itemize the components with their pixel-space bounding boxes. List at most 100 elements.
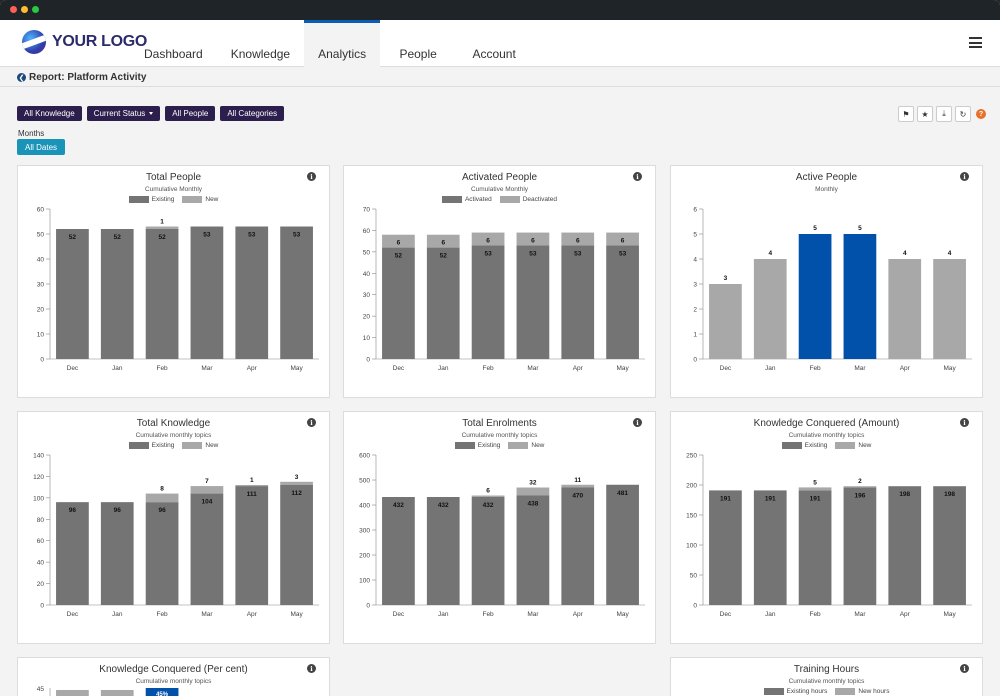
info-icon[interactable]: i xyxy=(960,418,969,427)
bar-new[interactable] xyxy=(798,487,832,491)
bar-new[interactable] xyxy=(843,486,877,488)
bar[interactable] xyxy=(933,259,966,359)
bar-data-label: 53 xyxy=(619,250,627,257)
logo[interactable]: YOUR LOGO xyxy=(22,30,147,54)
y-tick-label: 70 xyxy=(363,207,371,214)
bar-new[interactable] xyxy=(190,486,224,494)
minimize-window-icon[interactable] xyxy=(21,6,28,13)
bar-existing[interactable] xyxy=(235,486,269,605)
bar-new[interactable] xyxy=(606,232,639,246)
bookmark-button[interactable]: ⚑ xyxy=(898,106,914,122)
nav-knowledge[interactable]: Knowledge xyxy=(230,47,291,61)
nav-people[interactable]: People xyxy=(399,47,437,61)
bar-existing[interactable] xyxy=(709,490,742,605)
favourite-button[interactable]: ★ xyxy=(917,106,933,122)
bar-existing[interactable] xyxy=(56,229,89,359)
bar[interactable] xyxy=(798,234,832,359)
bar-existing[interactable] xyxy=(382,497,415,605)
bar-existing[interactable] xyxy=(798,490,832,605)
menu-icon[interactable] xyxy=(969,37,982,48)
bar-existing[interactable] xyxy=(56,502,89,605)
help-icon[interactable]: ? xyxy=(976,109,986,119)
legend-item[interactable]: New xyxy=(182,442,218,449)
bar-existing[interactable] xyxy=(100,229,134,359)
bar-new[interactable] xyxy=(471,495,505,498)
bar-new[interactable] xyxy=(561,484,595,488)
legend-item[interactable]: Existing xyxy=(454,442,500,449)
nav-account[interactable]: Account xyxy=(472,47,516,61)
bar[interactable] xyxy=(753,259,787,359)
info-icon[interactable]: i xyxy=(307,664,316,673)
bar[interactable] xyxy=(843,234,877,359)
nav-analytics[interactable]: Analytics xyxy=(304,20,381,67)
legend-item[interactable]: New xyxy=(508,442,544,449)
bar-existing[interactable] xyxy=(235,226,269,360)
legend-item[interactable]: New hours xyxy=(835,688,889,695)
bar-existing[interactable] xyxy=(426,497,460,605)
info-icon[interactable]: i xyxy=(307,418,316,427)
legend-item[interactable]: Existing hours xyxy=(763,688,827,695)
info-icon[interactable]: i xyxy=(633,418,642,427)
legend-item[interactable]: Deactivated xyxy=(499,196,557,203)
bar-existing[interactable] xyxy=(426,247,460,359)
download-button[interactable]: ⤓ xyxy=(936,106,952,122)
y-tick-label: 100 xyxy=(33,495,44,502)
bar-existing[interactable] xyxy=(843,487,877,605)
bar-new[interactable] xyxy=(145,226,179,230)
back-link[interactable]: ❮ Report: Platform Activity xyxy=(17,72,146,83)
bar[interactable] xyxy=(56,690,89,696)
dates-filter-button[interactable]: All Dates xyxy=(17,139,66,155)
bar-existing[interactable] xyxy=(382,247,415,359)
bar-new[interactable] xyxy=(426,234,460,248)
bar[interactable] xyxy=(145,688,179,696)
status-filter-dropdown[interactable]: Current Status xyxy=(86,106,161,121)
bar[interactable] xyxy=(888,259,922,359)
y-tick-label: 30 xyxy=(363,292,371,299)
bar-existing[interactable] xyxy=(471,497,505,605)
bar-existing[interactable] xyxy=(933,486,966,605)
bar-existing[interactable] xyxy=(190,226,224,360)
legend-item[interactable]: Existing xyxy=(128,196,174,203)
bar-new[interactable] xyxy=(561,232,595,246)
bar-existing[interactable] xyxy=(471,245,505,359)
bar-new[interactable] xyxy=(471,232,505,246)
people-filter-button[interactable]: All People xyxy=(165,106,216,121)
bar-existing[interactable] xyxy=(280,226,313,360)
bar-existing[interactable] xyxy=(606,484,639,605)
bar-new[interactable] xyxy=(280,481,313,485)
bar-existing[interactable] xyxy=(280,485,313,605)
legend-item[interactable]: Existing xyxy=(781,442,827,449)
bar-existing[interactable] xyxy=(190,493,224,605)
legend-item[interactable]: New xyxy=(835,442,871,449)
bar-new[interactable] xyxy=(145,493,179,503)
info-icon[interactable]: i xyxy=(633,172,642,181)
nav-dashboard[interactable]: Dashboard xyxy=(144,47,203,61)
bar-existing[interactable] xyxy=(753,490,787,605)
bar-existing[interactable] xyxy=(100,502,134,605)
bar-existing[interactable] xyxy=(888,486,922,605)
info-icon[interactable]: i xyxy=(960,172,969,181)
bar-existing[interactable] xyxy=(145,502,179,605)
bar-new[interactable] xyxy=(235,485,269,487)
categories-filter-button[interactable]: All Categories xyxy=(220,106,285,121)
bar-existing[interactable] xyxy=(561,487,595,606)
legend-item[interactable]: Activated xyxy=(441,196,492,203)
knowledge-filter-button[interactable]: All Knowledge xyxy=(17,106,82,121)
bar-existing[interactable] xyxy=(516,495,550,606)
info-icon[interactable]: i xyxy=(960,664,969,673)
maximize-window-icon[interactable] xyxy=(32,6,39,13)
bar-new[interactable] xyxy=(382,234,415,248)
bar-new[interactable] xyxy=(516,487,550,496)
refresh-button[interactable]: ↻ xyxy=(955,106,971,122)
bar-existing[interactable] xyxy=(145,229,179,359)
bar-existing[interactable] xyxy=(516,245,550,359)
legend-item[interactable]: Existing xyxy=(128,442,174,449)
bar[interactable] xyxy=(100,690,134,696)
bar-new[interactable] xyxy=(516,232,550,246)
info-icon[interactable]: i xyxy=(307,172,316,181)
bar[interactable] xyxy=(709,284,742,359)
close-window-icon[interactable] xyxy=(10,6,17,13)
legend-item[interactable]: New xyxy=(182,196,218,203)
bar-existing[interactable] xyxy=(606,245,639,359)
bar-existing[interactable] xyxy=(561,245,595,359)
